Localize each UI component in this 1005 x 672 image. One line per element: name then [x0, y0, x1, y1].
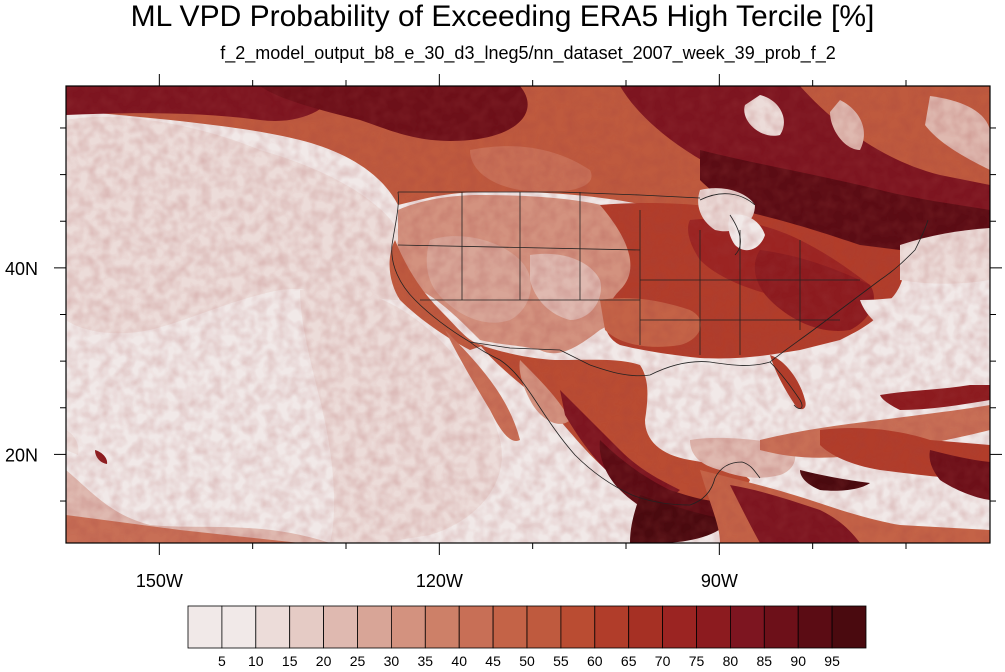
colorbar-label: 40: [451, 653, 467, 669]
colorbar-box: [662, 605, 697, 649]
colorbar-label: 30: [384, 653, 400, 669]
colorbar-box: [594, 605, 630, 649]
colorbar-box: [255, 605, 291, 649]
colorbar-label: 15: [282, 653, 298, 669]
colorbar-label: 70: [655, 653, 671, 669]
colorbar-label: 95: [824, 653, 840, 669]
colorbar-label: 90: [790, 653, 806, 669]
axis-tick-labels: 150W 120W 90W 40N 20N: [5, 259, 738, 591]
map-title: ML VPD Probability of Exceeding ERA5 Hig…: [130, 0, 875, 33]
axis-ticks: [54, 74, 1002, 555]
colorbar-box: [560, 605, 596, 649]
colorbar-box: [526, 605, 562, 649]
colorbar-box: [357, 605, 392, 649]
colorbar-box: [424, 605, 460, 649]
colorbar-label: 45: [485, 653, 501, 669]
colorbar-box: [187, 605, 223, 649]
colorbar-label: 85: [757, 653, 773, 669]
colorbar-label: 80: [723, 653, 739, 669]
map-subtitle: f_2_model_output_b8_e_30_d3_lneg5/nn_dat…: [220, 43, 836, 63]
colorbar-box: [730, 605, 765, 649]
colorbar-box: [831, 605, 867, 649]
colorbar-label: 10: [248, 653, 264, 669]
lat-label: 20N: [5, 445, 38, 465]
colorbar-label: 55: [553, 653, 569, 669]
colorbar-label: 75: [689, 653, 705, 669]
lat-label: 40N: [5, 259, 38, 279]
colorbar-label: 50: [519, 653, 535, 669]
colorbar-box: [221, 605, 257, 649]
colorbar-box: [628, 605, 664, 649]
colorbar: 5 10 15 20 25 30 35 40 45 50 55 60 65 70 75 80 85 90 95: [187, 605, 867, 669]
colorbar-label: 5: [218, 653, 226, 669]
lon-label: 150W: [136, 571, 183, 591]
colorbar-box: [763, 605, 799, 649]
colorbar-label: 60: [587, 653, 603, 669]
colorbar-box: [492, 605, 528, 649]
colorbar-box: [289, 605, 325, 649]
colorbar-label: 35: [418, 653, 434, 669]
colorbar-label: 65: [621, 653, 637, 669]
colorbar-box: [797, 605, 833, 649]
colorbar-box: [696, 605, 731, 649]
probability-field: [66, 86, 990, 543]
lon-label: 90W: [701, 571, 738, 591]
colorbar-box: [390, 605, 426, 649]
colorbar-box: [323, 605, 358, 649]
colorbar-label: 20: [316, 653, 332, 669]
coastlines: [391, 191, 929, 506]
lon-label: 120W: [416, 571, 463, 591]
colorbar-box: [458, 605, 494, 649]
colorbar-label: 25: [350, 653, 366, 669]
